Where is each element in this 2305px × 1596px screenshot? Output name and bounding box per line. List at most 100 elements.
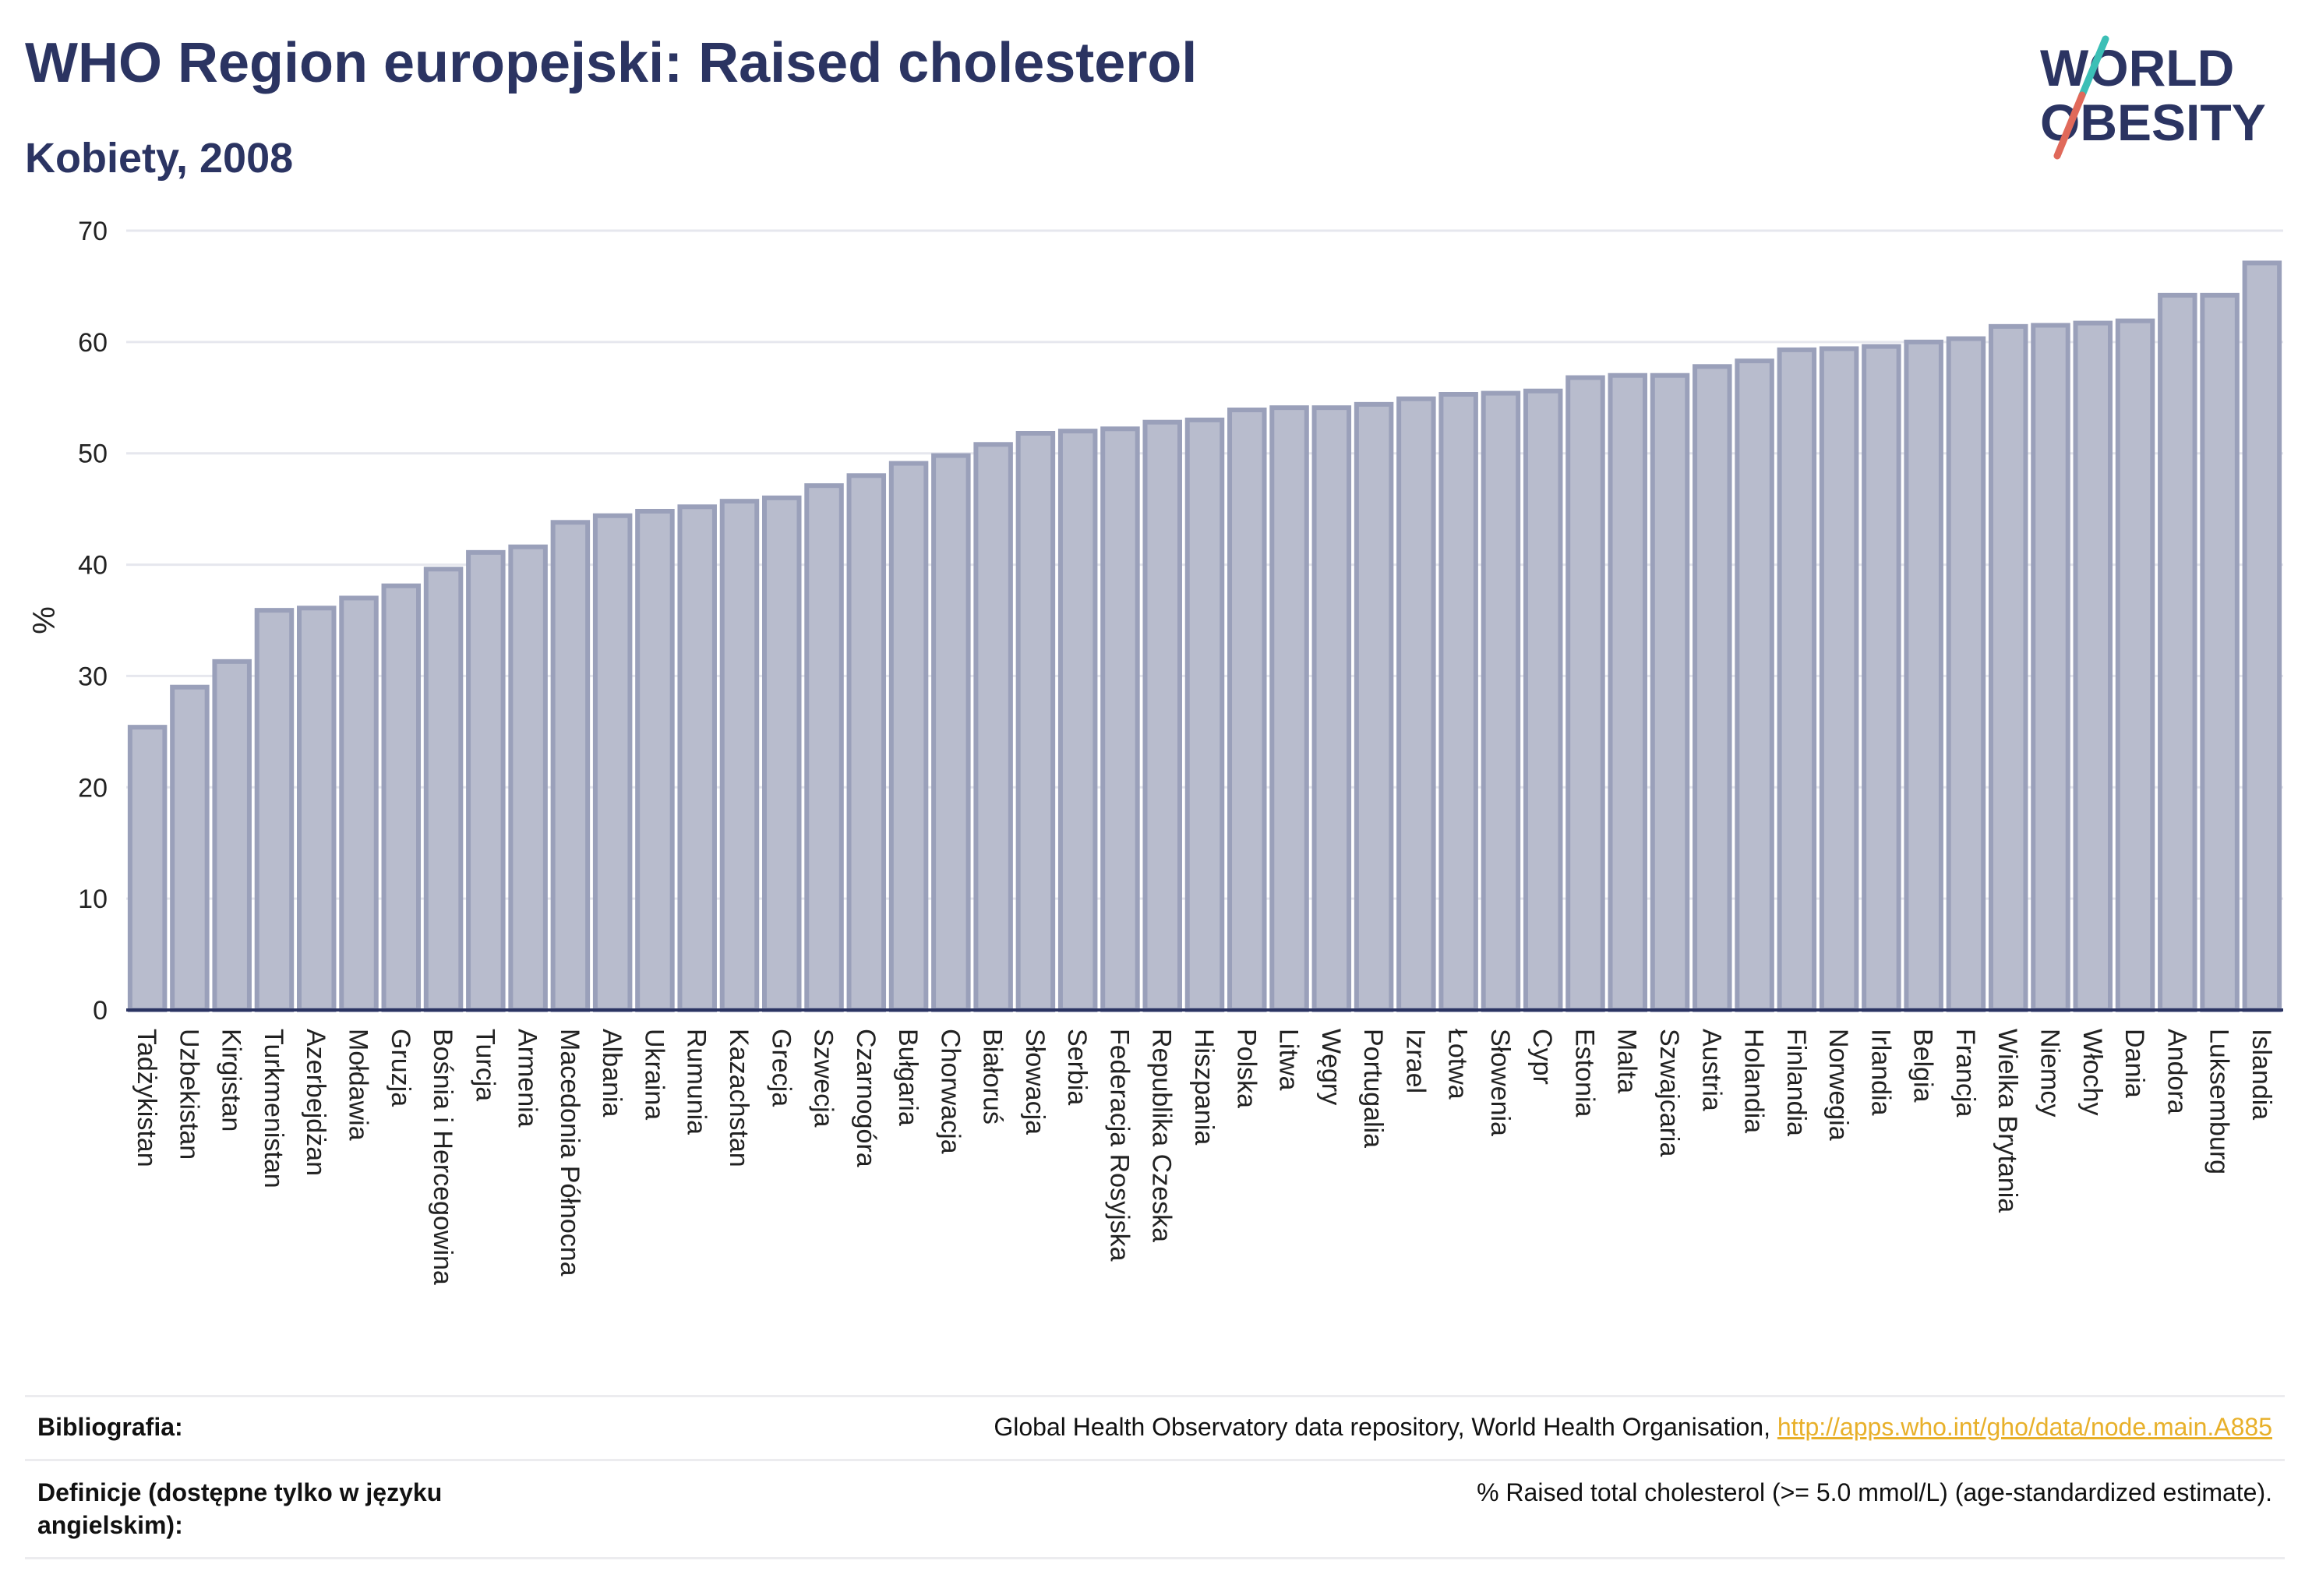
footer-divider xyxy=(25,1459,2285,1461)
y-tick-label: 70 xyxy=(78,217,108,246)
bar xyxy=(1438,392,1478,1012)
bibliography-text: Global Health Observatory data repositor… xyxy=(994,1413,1777,1441)
bibliography-row: Bibliografia: Global Health Observatory … xyxy=(25,1395,2285,1459)
bar xyxy=(296,606,337,1012)
bar xyxy=(212,659,252,1012)
x-tick-label: Azerbejdżan xyxy=(301,1029,330,1176)
bar xyxy=(1693,364,1732,1012)
bar xyxy=(1523,388,1563,1012)
x-tick-label: Armenia xyxy=(513,1029,542,1128)
bar xyxy=(1184,417,1225,1012)
x-tick-label: Estonia xyxy=(1569,1029,1599,1117)
y-tick-label: 60 xyxy=(78,328,108,358)
x-tick-label: Łotwa xyxy=(1443,1029,1473,1100)
bar xyxy=(1227,408,1267,1012)
bars xyxy=(127,260,2282,1013)
bar xyxy=(2158,292,2197,1013)
bar xyxy=(1481,390,1521,1013)
definitions-value: % Raised total cholesterol (>= 5.0 mmol/… xyxy=(1477,1478,2272,1506)
x-tick-label: Grecja xyxy=(766,1029,796,1107)
definitions-row: Definicje (dostępne tylko w języku angie… xyxy=(25,1460,2285,1557)
x-tick-label: Kazachstan xyxy=(724,1029,754,1167)
x-tick-label: Luksemburg xyxy=(2204,1029,2234,1174)
x-tick-label: Norwegia xyxy=(1823,1029,1853,1141)
bar xyxy=(719,499,760,1012)
x-tick-label: Albania xyxy=(597,1029,627,1118)
x-tick-label: Litwa xyxy=(1274,1029,1304,1090)
bar xyxy=(1015,431,1056,1012)
bar xyxy=(1608,373,1647,1012)
bibliography-link[interactable]: http://apps.who.int/gho/data/node.main.A… xyxy=(1777,1413,2272,1441)
bar xyxy=(1946,336,1986,1013)
x-tick-label: Izrael xyxy=(1400,1029,1430,1093)
x-tick-label: Uzbekistan xyxy=(174,1029,203,1160)
bar xyxy=(762,495,802,1012)
bar xyxy=(1142,419,1182,1012)
y-tick-label: 10 xyxy=(78,885,108,914)
world-obesity-logo: WORLD OBESITY xyxy=(2040,35,2266,160)
x-tick-label: Holandia xyxy=(1739,1029,1769,1133)
x-tick-label: Białoruś xyxy=(978,1029,1008,1125)
chart-title: WHO Region europejski: Raised cholestero… xyxy=(25,32,1198,94)
y-tick-label: 0 xyxy=(93,996,108,1026)
bar xyxy=(635,509,675,1012)
x-tick-label: Dania xyxy=(2120,1029,2149,1098)
tick-labels: 0 10 20 30 40 50 60 70% Tadżykistan Uzbekistan Kir… xyxy=(27,217,2276,1285)
bibliography-value: Global Health Observatory data repositor… xyxy=(994,1411,2272,1443)
x-tick-label: Niemcy xyxy=(2035,1029,2064,1117)
y-tick-label: 20 xyxy=(78,773,108,803)
bar xyxy=(1988,323,2028,1013)
x-tick-label: Włochy xyxy=(2077,1029,2107,1115)
bar xyxy=(1396,396,1436,1012)
bar xyxy=(1269,405,1309,1012)
x-tick-label: Ukraina xyxy=(639,1029,669,1120)
bar xyxy=(677,504,717,1012)
bar xyxy=(381,583,422,1012)
bar xyxy=(2073,320,2113,1013)
definitions-label: Definicje (dostępne tylko w języku angie… xyxy=(37,1478,443,1539)
x-tick-label: Bośnia i Hercegowina xyxy=(428,1029,457,1285)
x-tick-label: Republika Czeska xyxy=(1147,1029,1177,1242)
x-tick-label: Portugalia xyxy=(1358,1029,1388,1148)
y-tick-label: 50 xyxy=(78,440,108,469)
x-tick-label: Andora xyxy=(2162,1029,2191,1114)
x-tick-label: Turkmenistan xyxy=(259,1029,288,1188)
bar xyxy=(1057,429,1098,1012)
bar xyxy=(1735,358,1774,1012)
chart-subtitle: Kobiety, 2008 xyxy=(25,135,294,182)
bar xyxy=(931,453,971,1012)
x-tick-label: Islandia xyxy=(2247,1029,2276,1120)
bar xyxy=(592,513,633,1012)
x-tick-label: Słowenia xyxy=(1485,1029,1515,1136)
x-tick-label: Francja xyxy=(1950,1029,1980,1117)
bar xyxy=(508,544,548,1012)
x-tick-label: Mołdawia xyxy=(344,1029,373,1141)
bar xyxy=(2200,292,2240,1013)
x-tick-label: Belgia xyxy=(1908,1029,1938,1103)
y-tick-label: 30 xyxy=(78,662,108,691)
x-tick-label: Polska xyxy=(1231,1029,1261,1108)
bar xyxy=(423,567,464,1012)
x-tick-label: Tadżykistan xyxy=(132,1029,161,1167)
x-tick-label: Rumunia xyxy=(682,1029,711,1135)
bar xyxy=(1650,373,1690,1012)
x-tick-label: Austria xyxy=(1696,1029,1726,1111)
bar xyxy=(1311,405,1352,1012)
bar xyxy=(1904,339,1943,1013)
x-tick-label: Cypr xyxy=(1527,1029,1557,1085)
x-tick-label: Chorwacja xyxy=(935,1029,965,1154)
y-axis-label: % xyxy=(27,606,62,634)
bar xyxy=(1354,401,1394,1012)
x-tick-label: Finlandia xyxy=(1781,1029,1811,1136)
bar xyxy=(888,461,929,1012)
x-tick-label: Wielka Brytania xyxy=(1993,1029,2022,1213)
bar xyxy=(170,684,210,1012)
bar xyxy=(1777,347,1817,1013)
bar xyxy=(254,608,295,1012)
bar xyxy=(973,442,1013,1012)
bar-chart: 0 10 20 30 40 50 60 70% Tadżykistan Uzbekistan Kir… xyxy=(27,217,2283,1285)
x-tick-label: Turcja xyxy=(470,1029,499,1101)
x-tick-label: Serbia xyxy=(1062,1029,1092,1105)
bar xyxy=(2242,260,2282,1012)
x-tick-label: Czarnogóra xyxy=(851,1029,881,1167)
